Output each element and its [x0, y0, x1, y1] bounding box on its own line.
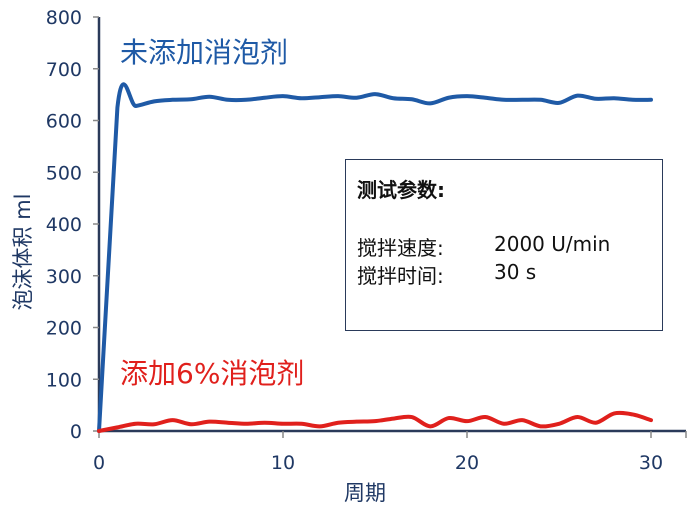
y-tick-label: 200	[46, 318, 82, 340]
test-parameters-box: 测试参数: 搅拌速度: 2000 U/min 搅拌时间: 30 s	[345, 159, 663, 331]
y-tick-label: 0	[70, 421, 82, 443]
y-tick-label: 800	[46, 7, 82, 29]
y-axis-label: 泡沫体积 ml	[11, 194, 35, 311]
series-label-defoamer-6pct: 添加6%消泡剂	[120, 357, 304, 390]
y-tick-label: 600	[46, 111, 82, 133]
y-tick-label: 300	[46, 266, 82, 288]
x-tick-label: 30	[639, 452, 663, 474]
stir-time-value: 30 s	[494, 260, 537, 284]
y-tick-label: 100	[46, 369, 82, 391]
x-tick-label: 10	[271, 452, 295, 474]
stir-speed-label: 搅拌速度:	[357, 236, 444, 260]
stir-speed-value: 2000 U/min	[494, 232, 611, 256]
parameters-title: 测试参数:	[357, 178, 445, 202]
stir-time-label: 搅拌时间:	[357, 264, 444, 288]
x-axis-label: 周期	[344, 481, 386, 505]
series-line-defoamer-6pct	[97, 410, 653, 433]
series-line-no-defoamer	[97, 82, 653, 433]
x-tick-label: 0	[93, 452, 105, 474]
y-tick-label: 700	[46, 59, 82, 81]
x-tick-label: 20	[455, 452, 479, 474]
y-tick-label: 400	[46, 214, 82, 236]
y-tick-label: 500	[46, 162, 82, 184]
series-label-no-defoamer: 未添加消泡剂	[120, 36, 288, 69]
